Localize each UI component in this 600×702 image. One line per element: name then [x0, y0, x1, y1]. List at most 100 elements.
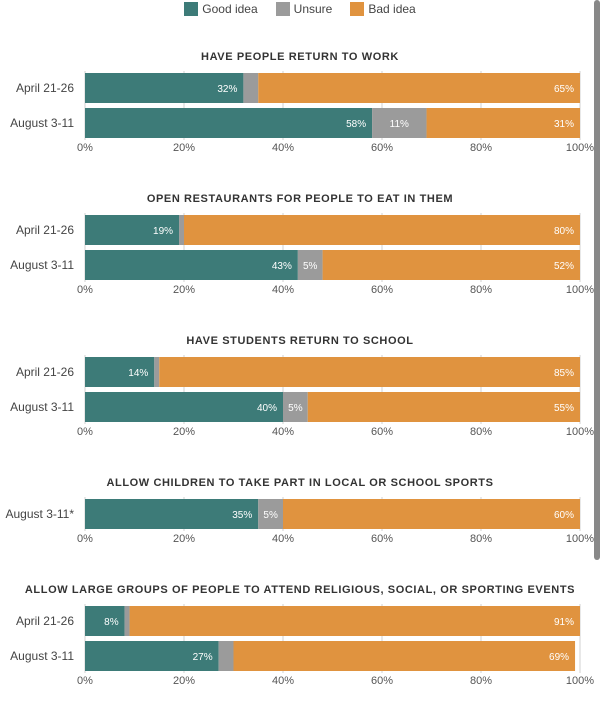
tick-label: 80%: [470, 284, 492, 296]
tick-label: 80%: [470, 142, 492, 154]
legend-item-bad: Bad idea: [350, 2, 416, 16]
data-label: 35%: [232, 510, 252, 521]
bar-segment-unsure: [154, 357, 160, 387]
tick-label: 100%: [566, 142, 594, 154]
row-label: August 3-11: [10, 116, 74, 130]
tick-label: 40%: [272, 533, 294, 545]
data-label: 60%: [554, 510, 574, 521]
legend-item-unsure: Unsure: [275, 2, 333, 16]
tick-label: 100%: [566, 675, 594, 687]
data-label: 31%: [554, 119, 574, 130]
tick-label: 60%: [371, 675, 393, 687]
data-label: 19%: [153, 226, 173, 237]
tick-label: 80%: [470, 426, 492, 438]
tick-label: 100%: [566, 426, 594, 438]
tick-label: 0%: [77, 284, 93, 296]
data-label: 55%: [554, 403, 574, 414]
tick-label: 40%: [272, 675, 294, 687]
row-label: August 3-11: [10, 400, 74, 414]
tick-label: 20%: [173, 675, 195, 687]
data-label: 85%: [554, 368, 574, 379]
tick-label: 0%: [77, 142, 93, 154]
tick-label: 0%: [77, 533, 93, 545]
legend-item-good: Good idea: [184, 2, 258, 16]
data-label: 8%: [104, 617, 119, 628]
bar-segment-bad: [283, 499, 580, 529]
bar-segment-good: [85, 392, 283, 422]
data-label: 58%: [346, 119, 366, 130]
panel-title: ALLOW LARGE GROUPS OF PEOPLE TO ATTEND R…: [25, 584, 575, 596]
legend-label-good: Good idea: [202, 2, 258, 16]
row-label: April 21-26: [16, 223, 74, 237]
bar-segment-good: [85, 215, 180, 245]
data-label: 5%: [263, 510, 278, 521]
bar-segment-bad: [159, 357, 580, 387]
data-label: 27%: [193, 652, 213, 663]
row-label: April 21-26: [16, 614, 74, 628]
bar-segment-good: [85, 641, 219, 671]
data-label: 32%: [217, 84, 237, 95]
tick-label: 20%: [173, 284, 195, 296]
bar-segment-good: [85, 73, 244, 103]
bar-segment-bad: [129, 606, 581, 636]
tick-label: 100%: [566, 533, 594, 545]
bar-segment-unsure: [218, 641, 234, 671]
panel-title: ALLOW CHILDREN TO TAKE PART IN LOCAL OR …: [106, 477, 493, 489]
row-label: April 21-26: [16, 365, 74, 379]
row-label: April 21-26: [16, 81, 74, 95]
tick-label: 60%: [371, 284, 393, 296]
tick-label: 0%: [77, 426, 93, 438]
bar-segment-good: [85, 108, 373, 138]
bar-segment-unsure: [124, 606, 130, 636]
bar-segment-unsure: [297, 250, 323, 280]
data-label: 5%: [288, 403, 303, 414]
chart-legend: Good idea Unsure Bad idea: [0, 0, 600, 18]
data-label: 40%: [257, 403, 277, 414]
legend-label-unsure: Unsure: [293, 2, 333, 16]
tick-label: 20%: [173, 533, 195, 545]
tick-label: 80%: [470, 533, 492, 545]
tick-label: 40%: [272, 426, 294, 438]
legend-swatch-good: [184, 2, 199, 16]
scrollbar[interactable]: [594, 0, 600, 560]
panel-title: HAVE STUDENTS RETURN TO SCHOOL: [186, 335, 413, 347]
bar-segment-bad: [307, 392, 580, 422]
tick-label: 60%: [371, 533, 393, 545]
bar-segment-bad: [258, 73, 580, 103]
bar-segment-unsure: [283, 392, 308, 422]
legend-swatch-bad: [350, 2, 365, 16]
tick-label: 60%: [371, 426, 393, 438]
bar-segment-good: [85, 250, 298, 280]
bar-segment-bad: [233, 641, 576, 671]
data-label: 11%: [390, 119, 409, 130]
tick-label: 20%: [173, 426, 195, 438]
bar-segment-bad: [322, 250, 580, 280]
row-label: August 3-11*: [6, 507, 75, 521]
data-label: 69%: [549, 652, 569, 663]
bar-segment-bad: [184, 215, 580, 245]
row-label: August 3-11: [10, 258, 74, 272]
bar-segment-unsure: [179, 215, 184, 245]
tick-label: 60%: [371, 142, 393, 154]
bar-segment-unsure: [243, 73, 259, 103]
bar-segment-unsure: [258, 499, 283, 529]
tick-label: 20%: [173, 142, 195, 154]
tick-label: 40%: [272, 284, 294, 296]
row-label: August 3-11: [10, 649, 74, 663]
bar-segment-good: [85, 357, 155, 387]
data-label: 91%: [554, 617, 574, 628]
data-label: 65%: [554, 84, 574, 95]
tick-label: 100%: [566, 284, 594, 296]
panel-title: HAVE PEOPLE RETURN TO WORK: [201, 51, 399, 63]
data-label: 80%: [554, 226, 574, 237]
data-label: 43%: [272, 261, 292, 272]
legend-label-bad: Bad idea: [368, 2, 416, 16]
legend-swatch-unsure: [275, 2, 290, 16]
tick-label: 0%: [77, 675, 93, 687]
tick-label: 40%: [272, 142, 294, 154]
bar-segment-good: [85, 499, 259, 529]
data-label: 5%: [303, 261, 318, 272]
data-label: 52%: [554, 261, 574, 272]
panel-title: OPEN RESTAURANTS FOR PEOPLE TO EAT IN TH…: [147, 193, 453, 205]
